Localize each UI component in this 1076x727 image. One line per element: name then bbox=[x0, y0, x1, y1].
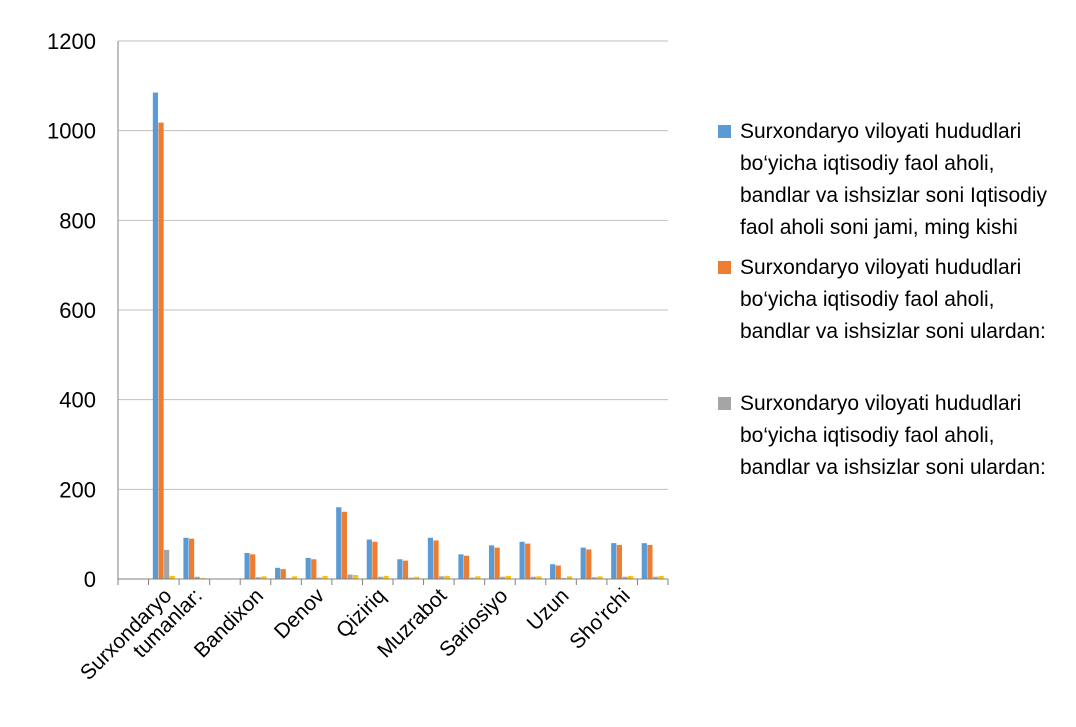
bar-s4-c1 bbox=[169, 575, 175, 579]
bar-s4-c12 bbox=[505, 575, 511, 579]
x-category-label-6: Denov bbox=[270, 584, 330, 644]
bar-s4-c16 bbox=[627, 575, 634, 579]
bar-s4-c11 bbox=[475, 576, 481, 579]
legend-item-series-2: Surxondaryo viloyati hududlari bo‘yicha … bbox=[718, 252, 1070, 348]
bar-s1-c17 bbox=[641, 543, 647, 579]
legend-label-series-2: Surxondaryo viloyati hududlari bo‘yicha … bbox=[740, 256, 1046, 343]
legend-item-series-3: Surxondaryo viloyati hududlari bo‘yicha … bbox=[718, 388, 1070, 484]
bar-s2-c13 bbox=[525, 543, 531, 579]
bar-s1-c7 bbox=[336, 507, 342, 579]
bar-s3-c17 bbox=[652, 576, 659, 579]
bar-s4-c8 bbox=[383, 575, 389, 579]
bar-s4-c5 bbox=[291, 576, 298, 579]
bar-s3-c6 bbox=[316, 577, 323, 579]
y-tick-label-200: 200 bbox=[59, 477, 96, 502]
bar-s1-c10 bbox=[427, 537, 434, 579]
x-category-label-14: Uzun bbox=[523, 584, 574, 635]
y-axis-ticks: 0 200 400 600 800 1000 1200 bbox=[47, 29, 96, 592]
bar-s4-c15 bbox=[597, 576, 603, 579]
legend-swatch-series-1 bbox=[718, 125, 731, 138]
axes bbox=[117, 41, 669, 585]
x-category-label-8: Qiziriq bbox=[332, 584, 390, 642]
y-tick-label-800: 800 bbox=[59, 208, 96, 233]
bar-s4-c9 bbox=[414, 576, 420, 579]
bar-s1-c9 bbox=[397, 559, 403, 579]
bar-s4-c7 bbox=[352, 574, 359, 579]
legend-swatch-series-3 bbox=[718, 397, 731, 410]
bar-s2-c9 bbox=[402, 560, 409, 579]
bar-s2-c12 bbox=[494, 547, 500, 579]
legend-label-series-1: Surxondaryo viloyati hududlari bo‘yicha … bbox=[740, 120, 1047, 239]
legend-swatch-series-2 bbox=[718, 261, 731, 274]
bar-s2-c16 bbox=[616, 544, 622, 579]
bar-s2-c14 bbox=[555, 565, 561, 579]
bar-s2-c8 bbox=[372, 541, 378, 579]
bar-s2-c5 bbox=[280, 569, 286, 579]
y-tick-label-600: 600 bbox=[59, 298, 96, 323]
bar-s4-c6 bbox=[322, 575, 328, 579]
bar-s3-c15 bbox=[591, 577, 598, 579]
gridlines bbox=[118, 40, 668, 490]
bar-s1-c8 bbox=[366, 539, 372, 579]
bar-s3-c9 bbox=[408, 577, 414, 579]
bar-s3-c16 bbox=[622, 576, 628, 579]
legend: Surxondaryo viloyati hududlari bo‘yicha … bbox=[718, 116, 1070, 484]
bar-s1-c1 bbox=[152, 92, 159, 579]
bar-s3-c13 bbox=[530, 576, 536, 579]
bar-s4-c10 bbox=[444, 575, 450, 579]
legend-label-series-3: Surxondaryo viloyati hududlari bo‘yicha … bbox=[740, 392, 1046, 479]
x-category-label-16: Sho'rchi bbox=[565, 584, 634, 653]
bar-s2-c6 bbox=[311, 559, 317, 579]
bar-s1-c16 bbox=[611, 543, 617, 579]
bar-s2-c4 bbox=[250, 554, 256, 579]
bar-s1-c12 bbox=[488, 545, 495, 579]
bar-s1-c4 bbox=[244, 552, 250, 579]
bar-s4-c17 bbox=[658, 575, 664, 579]
bar-s2-c10 bbox=[433, 540, 439, 579]
bar-s2-c11 bbox=[463, 555, 470, 579]
bar-s4-c4 bbox=[261, 576, 267, 579]
bar-s2-c15 bbox=[586, 549, 592, 579]
bar-s2-c1 bbox=[158, 122, 164, 579]
bar-s3-c4 bbox=[255, 577, 261, 579]
bar-s2-c7 bbox=[341, 511, 347, 579]
bar-s1-c2 bbox=[183, 537, 189, 579]
bar-s3-c1 bbox=[164, 549, 170, 579]
bar-s2-c17 bbox=[647, 544, 653, 579]
bar-s1-c14 bbox=[550, 564, 556, 579]
bar-s3-c7 bbox=[347, 574, 353, 579]
bar-s1-c6 bbox=[305, 557, 311, 579]
bar-s3-c10 bbox=[439, 576, 445, 579]
bar-s2-c2 bbox=[188, 538, 195, 579]
bar-s1-c13 bbox=[519, 541, 525, 579]
x-category-label-12: Sariosiyo bbox=[435, 584, 512, 661]
bars bbox=[152, 92, 664, 579]
bar-s3-c11 bbox=[469, 577, 475, 579]
bar-s1-c15 bbox=[580, 547, 586, 579]
bar-s3-c12 bbox=[500, 576, 506, 579]
y-tick-label-0: 0 bbox=[84, 567, 96, 592]
bar-s1-c11 bbox=[458, 554, 464, 579]
bar-s4-c13 bbox=[536, 576, 542, 579]
y-tick-label-400: 400 bbox=[59, 388, 96, 413]
bar-s3-c8 bbox=[377, 576, 384, 579]
bar-s3-c2 bbox=[194, 576, 200, 579]
legend-item-series-1: Surxondaryo viloyati hududlari bo‘yicha … bbox=[718, 116, 1070, 244]
y-tick-label-1000: 1000 bbox=[47, 119, 96, 144]
bar-s4-c14 bbox=[566, 576, 573, 579]
bar-s1-c5 bbox=[275, 567, 281, 579]
y-tick-label-1200: 1200 bbox=[47, 29, 96, 54]
